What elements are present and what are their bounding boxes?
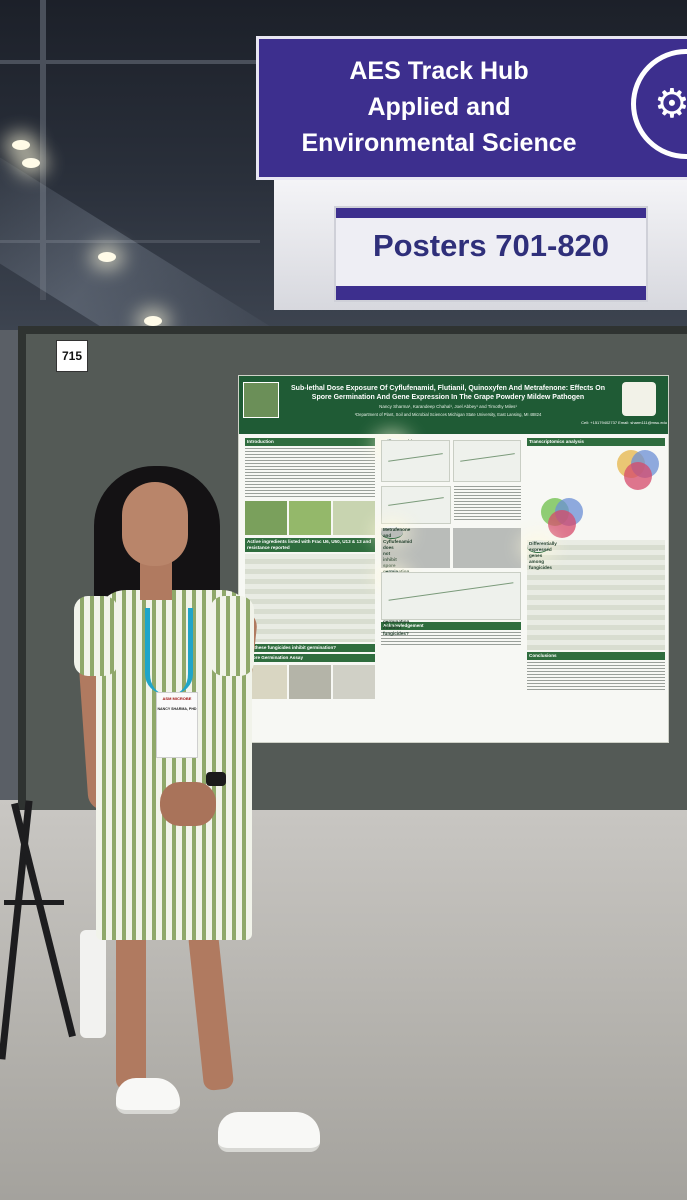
micrograph	[452, 528, 521, 568]
section-introduction: Introduction	[245, 438, 375, 446]
germination-graphs	[381, 484, 521, 526]
ingredients-table	[245, 554, 375, 642]
badge-org: ASM MICROBE	[162, 696, 192, 701]
smartwatch	[206, 772, 226, 786]
section-conclusions: Conclusions	[527, 652, 665, 660]
graph-caption	[453, 486, 521, 522]
background-wall	[0, 330, 20, 800]
poster-authors: Nancy Sharma¹, Karandeep Chahal¹, Joel A…	[379, 404, 517, 409]
posters-range-label: Posters 701-820	[372, 228, 610, 263]
venn-diagram	[527, 494, 665, 538]
ceiling-light	[22, 158, 40, 168]
workflow-diagram	[381, 572, 521, 620]
name-badge: ASM MICROBE NANCY SHARMA, PHD	[156, 692, 198, 758]
section-metrafenone: Metrafenone and Cyflufenamid does not in…	[381, 527, 413, 574]
track-hub-sign: AES Track Hub Applied and Environmental …	[256, 36, 687, 180]
germination-graph	[381, 440, 450, 482]
ceiling-light	[98, 252, 116, 262]
board-number-tag: 715	[56, 340, 88, 372]
track-hub-line2: Applied and	[367, 93, 511, 121]
section-spore-assay: Spore Germination Assay	[245, 654, 375, 662]
easel-crossbar	[4, 900, 64, 905]
posters-range-sign: Posters 701-820	[334, 206, 648, 302]
ceiling-light	[12, 140, 30, 150]
poster-column-right: Transcriptomics analysis Differentially …	[527, 438, 665, 738]
sign-band-top	[336, 208, 646, 218]
research-poster: Sub-lethal Dose Exposure Of Cyflufenamid…	[238, 375, 669, 743]
poster-header	[239, 376, 668, 434]
track-hub-text: AES Track Hub Applied and Environmental …	[259, 53, 619, 161]
neck	[140, 560, 172, 600]
intro-text	[245, 448, 375, 498]
ceiling-light	[144, 316, 162, 326]
poster-affiliation: ¹Department of Plant, Soil and Microbial…	[354, 412, 542, 417]
poster-contact: Cell: +15179402737 Email: sharm111@msu.e…	[581, 420, 667, 425]
venn-diagram	[527, 448, 665, 492]
display-stand	[80, 930, 106, 1038]
section-inhibit-question: Do these fungicides inhibit germination?	[245, 644, 375, 652]
track-hub-line3: Environmental Science	[301, 129, 577, 157]
acknowledgement-text	[381, 632, 521, 646]
ceiling-truss	[0, 60, 260, 64]
section-transcriptomics: Transcriptomics analysis	[527, 438, 665, 446]
germination-graphs	[381, 438, 521, 484]
clasped-hands	[160, 782, 216, 826]
presenter-photo	[243, 382, 279, 418]
right-sneaker	[218, 1112, 320, 1152]
right-sleeve	[210, 596, 254, 676]
left-sneaker	[116, 1078, 180, 1114]
ceiling-truss	[0, 240, 260, 243]
left-sleeve	[74, 596, 118, 676]
conclusions-text	[527, 662, 665, 690]
micrographs	[381, 526, 521, 570]
germination-graph	[381, 486, 451, 524]
assay-images	[245, 665, 375, 699]
sign-band-bottom	[336, 286, 646, 300]
gear-icon: ⚙	[631, 49, 687, 159]
badge-name: NANCY SHARMA, PHD	[157, 707, 197, 711]
lanyard	[145, 608, 193, 694]
section-acknowledgement: Acknowledgement	[381, 622, 521, 630]
poster-title: Sub-lethal Dose Exposure Of Cyflufenamid…	[283, 384, 613, 402]
gene-table	[527, 540, 665, 650]
left-leg	[116, 930, 146, 1090]
poster-title-line1: Sub-lethal Dose Exposure Of Cyflufenamid…	[291, 385, 605, 392]
poster-column-left: Introduction Active ingredients listed w…	[245, 438, 375, 738]
section-active-ingredients: Active ingredients listed with Frac U6, …	[245, 538, 375, 552]
section-diff-expressed: Differentially expressed genes among fun…	[527, 541, 557, 570]
track-hub-line1: AES Track Hub	[349, 57, 529, 85]
poster-title-line2: Spore Germination And Gene Expression In…	[311, 394, 585, 401]
poster-column-middle: Trifloxystrobin, Quinoxyfen and Flutiani…	[381, 438, 521, 738]
germination-graph	[452, 440, 521, 482]
face	[122, 482, 188, 566]
leaf-images	[245, 501, 375, 535]
ceiling-truss	[40, 0, 46, 300]
university-logo	[622, 382, 656, 416]
